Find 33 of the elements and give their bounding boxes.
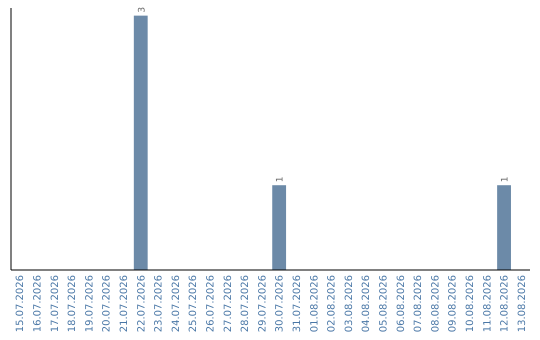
x-tick-label: 07.08.2026 bbox=[413, 275, 424, 332]
x-tick-label: 25.07.2026 bbox=[188, 275, 200, 332]
x-tick-label: 17.07.2026 bbox=[50, 275, 61, 332]
x-tick-label: 23.07.2026 bbox=[154, 275, 165, 332]
data-label: 3 bbox=[137, 6, 148, 13]
x-tick-label: 04.08.2026 bbox=[361, 275, 372, 332]
x-tick-label: 02.08.2026 bbox=[326, 275, 338, 332]
x-tick-label: 18.07.2026 bbox=[67, 275, 78, 332]
x-tick-label: 06.08.2026 bbox=[396, 275, 407, 332]
x-tick-label: 09.08.2026 bbox=[448, 275, 459, 332]
x-tick-label: 05.08.2026 bbox=[378, 275, 390, 332]
x-tick-label: 12.08.2026 bbox=[500, 275, 511, 332]
x-tick-label: 24.07.2026 bbox=[170, 275, 182, 332]
data-label: 1 bbox=[500, 176, 511, 182]
x-tick-label: 15.07.2026 bbox=[15, 275, 26, 332]
x-tick-label: 11.08.2026 bbox=[482, 275, 494, 332]
data-label: 1 bbox=[276, 176, 286, 182]
x-tick-label: 30.07.2026 bbox=[274, 275, 286, 332]
x-tick-label: 27.07.2026 bbox=[222, 275, 234, 332]
x-tick-label: 22.07.2026 bbox=[136, 275, 148, 332]
x-tick-label: 31.07.2026 bbox=[292, 275, 303, 332]
x-tick-label: 08.08.2026 bbox=[430, 275, 442, 332]
x-tick-label: 01.08.2026 bbox=[309, 275, 320, 332]
x-tick-label: 03.08.2026 bbox=[344, 275, 355, 332]
x-tick-label: 28.07.2026 bbox=[240, 275, 252, 332]
x-tick-label: 20.07.2026 bbox=[102, 275, 113, 332]
x-tick-label: 26.07.2026 bbox=[205, 275, 216, 332]
x-tick-label: 16.07.2026 bbox=[32, 275, 44, 332]
x-tick-label: 19.07.2026 bbox=[84, 275, 96, 332]
x-tick-label: 21.07.2026 bbox=[118, 275, 130, 332]
x-tick-label: 29.07.2026 bbox=[257, 275, 268, 332]
x-tick-label: 13.08.2026 bbox=[516, 275, 528, 332]
x-tick-label: 10.08.2026 bbox=[464, 275, 476, 332]
